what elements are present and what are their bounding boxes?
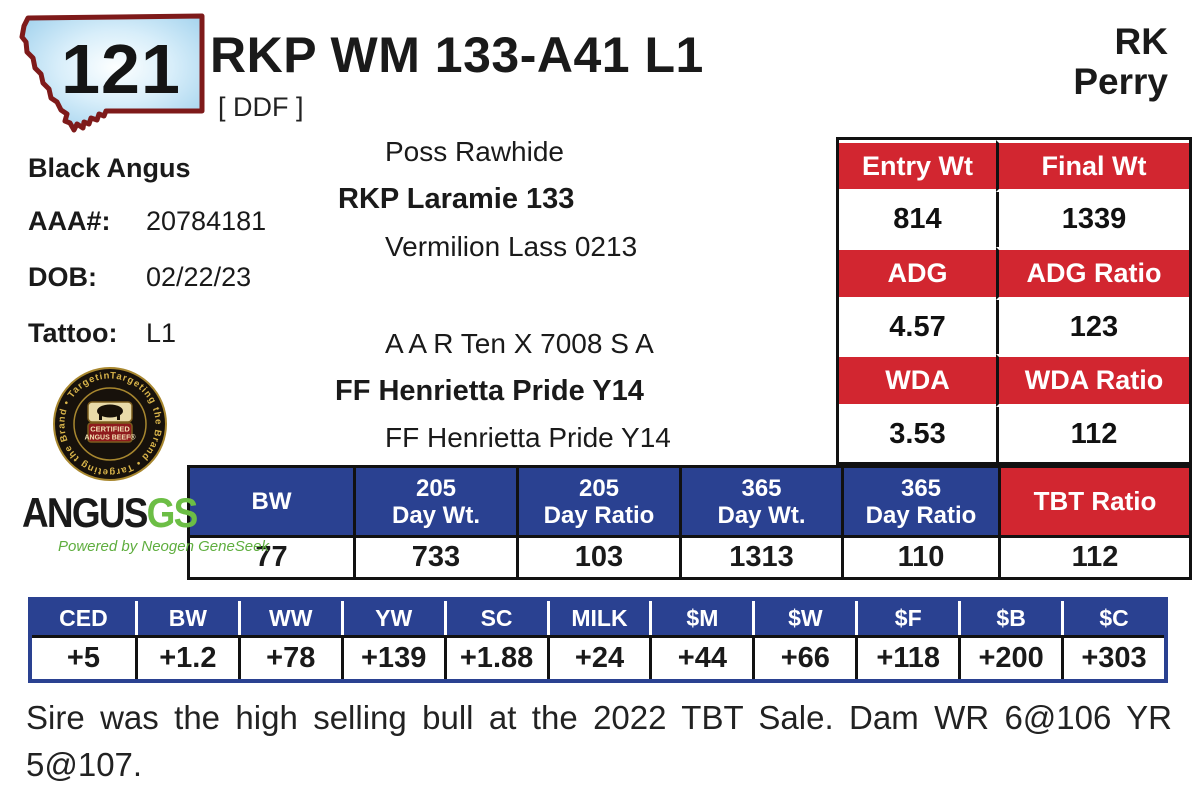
perf-value-final-wt: 1339 bbox=[996, 192, 1189, 247]
aaa-label: AAA#: bbox=[28, 206, 111, 236]
growth-header-205-ratio: 205 Day Ratio bbox=[516, 468, 679, 538]
epd-header-ced: CED bbox=[32, 601, 135, 635]
angus-gs-wordmark: ANGUSGS bbox=[22, 489, 198, 537]
consignor-name: RK Perry bbox=[1073, 22, 1168, 102]
pedigree-sire-sire: Poss Rawhide bbox=[385, 136, 564, 167]
aaa-value: 20784181 bbox=[146, 206, 267, 236]
growth-header-tbt-ratio: TBT Ratio bbox=[998, 468, 1189, 538]
cab-inner-ring-icon bbox=[73, 387, 147, 461]
epd-value-ww: +78 bbox=[237, 635, 341, 679]
registration-row: AAA#: 20784181 bbox=[28, 206, 266, 237]
growth-header-205-wt: 205 Day Wt. bbox=[353, 468, 516, 538]
genetic-condition-tag: [ DDF ] bbox=[218, 92, 304, 122]
certified-angus-beef-logo: Targeting the Brand • Targeting the Bran… bbox=[52, 366, 167, 481]
angus-gs-tagline: Powered by Neogen GeneSeek bbox=[58, 538, 269, 555]
growth-header-365-ratio-line1: 365 bbox=[900, 474, 942, 502]
sale-note: Sire was the high selling bull at the 20… bbox=[26, 699, 1172, 783]
consignor-line2: Perry bbox=[1073, 61, 1168, 102]
epd-header-ww: WW bbox=[237, 601, 341, 635]
growth-value-365-wt: 1313 bbox=[679, 538, 841, 577]
tattoo-label: Tattoo: bbox=[28, 318, 118, 348]
epd-value-bw: +1.2 bbox=[134, 635, 238, 679]
epd-value-dollar-b: +200 bbox=[958, 635, 1062, 679]
growth-value-bw: 77 bbox=[255, 541, 288, 573]
perf-value-adg: 4.57 bbox=[889, 310, 946, 343]
dob-label: DOB: bbox=[28, 262, 97, 292]
epd-value-dollar-w: +66 bbox=[752, 635, 856, 679]
epd-value-milk: +24 bbox=[546, 635, 650, 679]
growth-value-365-ratio: 110 bbox=[841, 538, 998, 577]
perf-header-adg-ratio: ADG Ratio bbox=[996, 247, 1189, 300]
perf-value-adg-ratio: 123 bbox=[996, 300, 1189, 354]
dob-row: DOB: 02/22/23 bbox=[28, 262, 266, 293]
growth-header-bw: BW bbox=[190, 468, 353, 538]
perf-value-wda-ratio: 112 bbox=[996, 407, 1189, 462]
animal-info-block: Black Angus AAA#: 20784181 DOB: 02/22/23 T… bbox=[28, 153, 266, 374]
pedigree-sire: RKP Laramie 133 bbox=[338, 183, 575, 215]
consignor-line1: RK bbox=[1114, 21, 1168, 62]
growth-value-tbt-ratio: 112 bbox=[998, 538, 1189, 577]
growth-header-205-wt-line2: Day Wt. bbox=[391, 501, 480, 529]
perf-header-final-wt: Final Wt bbox=[996, 140, 1189, 192]
pedigree-dam-dam: FF Henrietta Pride Y14 bbox=[385, 422, 671, 453]
cab-banner-line2: ANGUS BEEF® bbox=[84, 434, 136, 442]
cab-cow-icon bbox=[97, 404, 123, 418]
perf-header-wda: WDA bbox=[839, 354, 996, 407]
tattoo-row: Tattoo: L1 bbox=[28, 318, 266, 349]
cab-banner-line1: CERTIFIED bbox=[90, 425, 130, 434]
pedigree-sire-dam: Vermilion Lass 0213 bbox=[385, 231, 638, 262]
breed-label: Black Angus bbox=[28, 153, 191, 183]
epd-header-sc: SC bbox=[443, 601, 547, 635]
angus-gs-logo: ANGUSGS Powered by Neogen GeneSeek bbox=[22, 489, 269, 555]
cab-cow-leg-icon bbox=[99, 414, 102, 420]
perf-value-entry-wt: 814 bbox=[893, 203, 942, 235]
epd-header-bw: BW bbox=[134, 601, 238, 635]
growth-value-205-ratio: 103 bbox=[516, 538, 679, 577]
growth-header-365-ratio-line2: Day Ratio bbox=[865, 501, 977, 529]
lot-number: 121 bbox=[61, 30, 181, 108]
pedigree-dam-sire: A A R Ten X 7008 S A bbox=[385, 328, 654, 359]
performance-table: Entry Wt Final Wt 814 1339 ADG ADG Ratio… bbox=[836, 137, 1192, 465]
epd-value-sc: +1.88 bbox=[443, 635, 547, 679]
growth-header-205-ratio-line1: 205 bbox=[578, 474, 620, 502]
epd-header-dollar-m: $M bbox=[649, 601, 753, 635]
montana-shape-icon bbox=[19, 13, 205, 133]
angus-gs-word-angus: ANGUS bbox=[22, 489, 148, 536]
animal-name-title: RKP WM 133-A41 L1 bbox=[210, 27, 704, 83]
epd-table: CED BW WW YW SC MILK $M $W $F $B $C +5 +… bbox=[28, 597, 1168, 683]
growth-table: BW 205 Day Wt. 205 Day Ratio 365 Day Wt.… bbox=[187, 465, 1192, 580]
growth-header-365-wt-line1: 365 bbox=[741, 474, 782, 502]
growth-header-205-ratio-line2: Day Ratio bbox=[543, 501, 655, 529]
perf-value-wda: 3.53 bbox=[889, 418, 946, 450]
cab-cow-leg2-icon bbox=[117, 414, 120, 420]
perf-header-adg: ADG bbox=[839, 247, 996, 300]
growth-header-tbt-ratio-line1: TBT Ratio bbox=[1033, 486, 1157, 516]
epd-header-yw: YW bbox=[340, 601, 444, 635]
growth-value-205-wt: 733 bbox=[353, 538, 516, 577]
growth-header-365-wt: 365 Day Wt. bbox=[679, 468, 841, 538]
growth-header-205-wt-line1: 205 bbox=[415, 474, 457, 502]
pedigree-dam: FF Henrietta Pride Y14 bbox=[335, 375, 644, 407]
epd-header-milk: MILK bbox=[546, 601, 650, 635]
epd-header-dollar-w: $W bbox=[752, 601, 856, 635]
growth-header-bw-line1: BW bbox=[251, 488, 292, 515]
epd-value-dollar-f: +118 bbox=[855, 635, 959, 679]
dob-value: 02/22/23 bbox=[146, 262, 252, 292]
epd-value-yw: +139 bbox=[340, 635, 444, 679]
epd-header-dollar-f: $F bbox=[855, 601, 959, 635]
epd-value-ced: +5 bbox=[32, 635, 135, 679]
perf-header-wda-ratio: WDA Ratio bbox=[996, 354, 1189, 407]
perf-header-entry-wt: Entry Wt bbox=[839, 140, 996, 192]
angus-gs-word-gs: GS bbox=[146, 489, 199, 536]
epd-header-dollar-c: $C bbox=[1061, 601, 1164, 635]
growth-header-365-ratio: 365 Day Ratio bbox=[841, 468, 998, 538]
growth-header-365-wt-line2: Day Wt. bbox=[717, 501, 806, 529]
epd-value-dollar-c: +303 bbox=[1061, 635, 1164, 679]
cab-badge-banner-icon bbox=[87, 422, 133, 443]
epd-header-dollar-b: $B bbox=[958, 601, 1062, 635]
montana-lot-badge bbox=[19, 13, 205, 133]
tattoo-value: L1 bbox=[146, 318, 177, 348]
epd-value-dollar-m: +44 bbox=[649, 635, 753, 679]
